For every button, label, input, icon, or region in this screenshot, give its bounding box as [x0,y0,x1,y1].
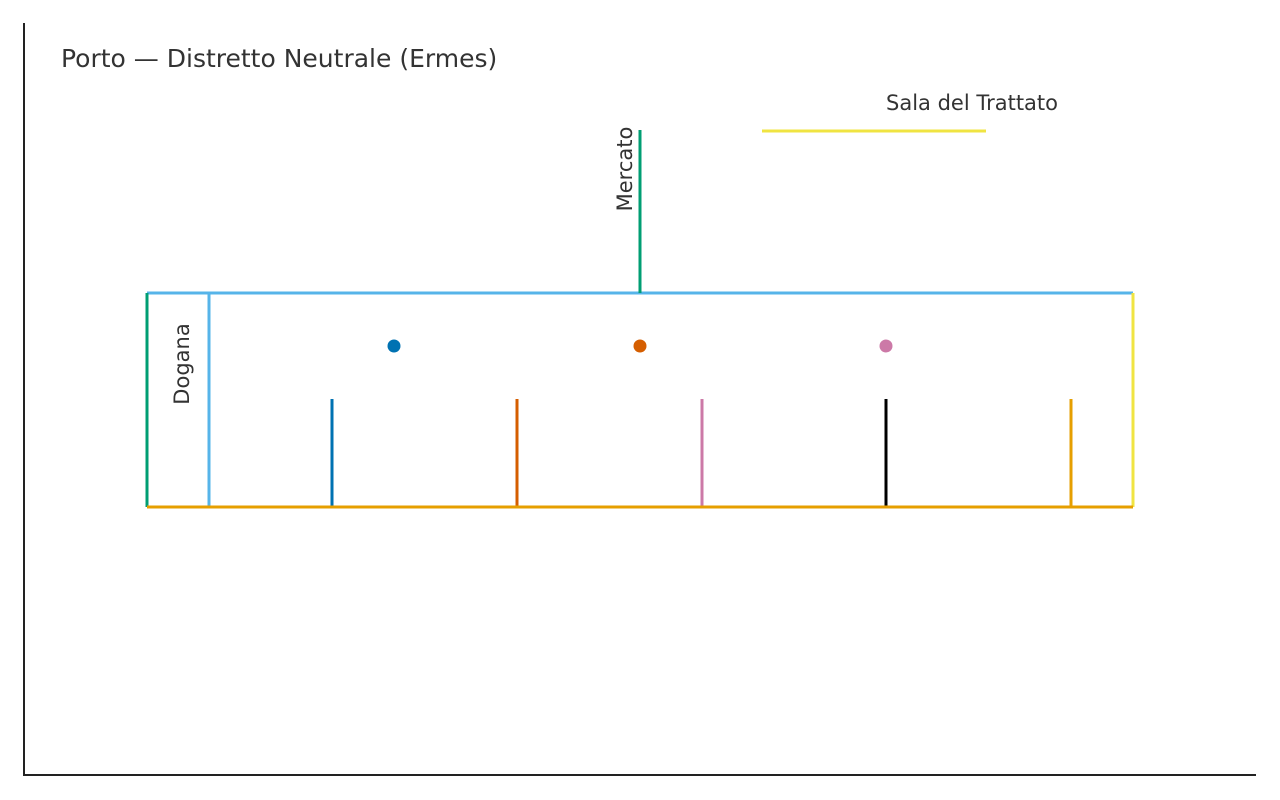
marker-vermillion [633,339,647,353]
label-mercato: Mercato [613,127,637,212]
map-title: Porto — Distretto Neutrale (Ermes) [61,44,497,73]
label-dogana: Dogana [170,323,194,404]
marker-pink [879,339,893,353]
label-sala-del-trattato: Sala del Trattato [886,91,1058,115]
marker-blue [387,339,401,353]
